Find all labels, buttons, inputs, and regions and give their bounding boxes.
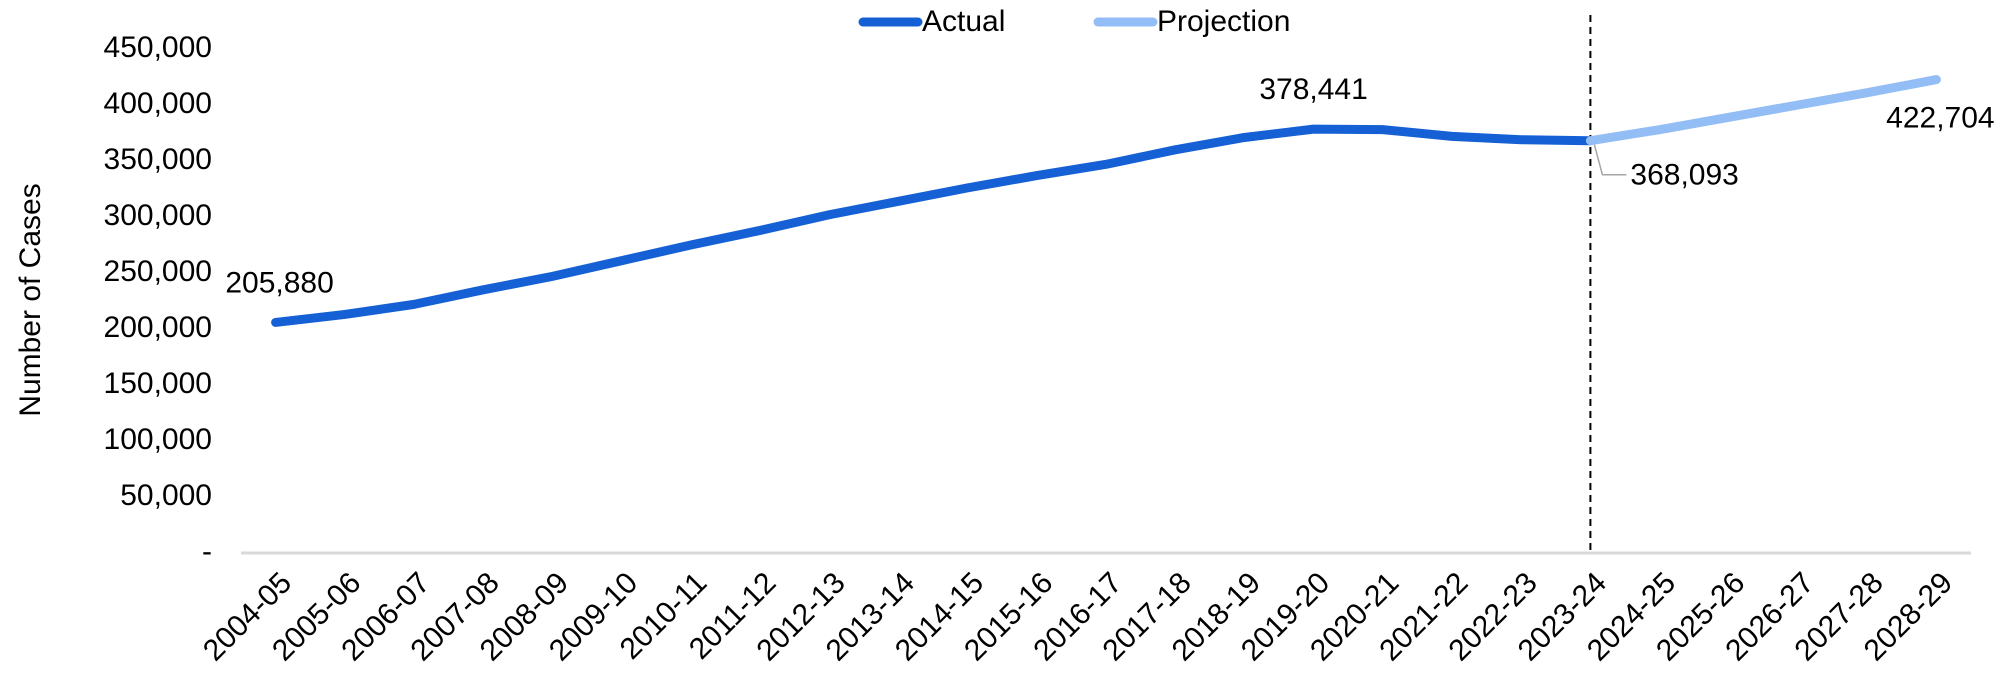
data-label: 422,704 [1886,101,1994,134]
y-tick-label: 250,000 [104,255,212,288]
legend-label: Actual [922,5,1005,38]
y-tick-label: 350,000 [104,143,212,176]
y-tick-label: 200,000 [104,311,212,344]
y-tick-label: 150,000 [104,367,212,400]
line-series [271,124,1595,327]
y-tick-label: 100,000 [104,423,212,456]
data-label: 205,880 [225,266,333,299]
y-tick-label: 300,000 [104,199,212,232]
y-tick-label: 400,000 [104,87,212,120]
y-tick-label: 450,000 [104,31,212,64]
data-label: 368,093 [1630,159,1738,192]
y-tick-label: 50,000 [120,479,212,512]
data-label: 378,441 [1259,73,1367,106]
line-series [1585,75,1941,146]
y-tick-label: - [202,535,212,568]
y-axis-title: Number of Cases [14,183,47,416]
leader-line [1593,144,1627,176]
legend-label: Projection [1157,5,1290,38]
